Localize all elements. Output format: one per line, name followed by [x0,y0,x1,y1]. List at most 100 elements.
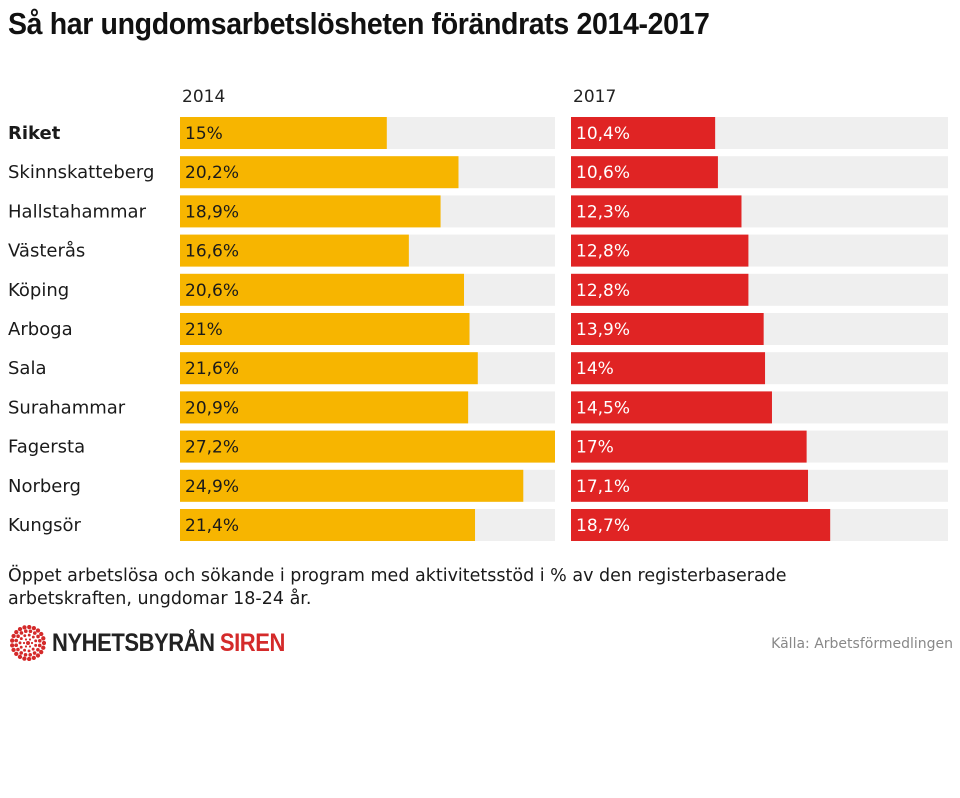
category-label-västerås: Västerås [8,241,85,262]
sunburst-dot [22,656,27,661]
sunburst-dot [22,641,26,645]
sunburst-dot [28,629,33,634]
data-label-2017-skinnskatteberg: 10,6% [576,163,630,183]
sunburst-dot [32,651,37,655]
sunburst-dot [41,636,46,641]
bar-2014-surahammar [180,391,469,424]
bar-2017-fagersta [571,430,807,463]
category-label-norberg: Norberg [8,476,81,497]
sunburst-dot [23,629,28,634]
series-label-2014: 2014 [182,87,226,107]
sunburst-dot [36,647,40,652]
bar-2014-sala [180,352,478,385]
sunburst-dot [34,643,38,647]
sunburst-dot [35,628,41,633]
data-label-2014-sala: 21,6% [185,359,239,379]
bar-2014-skinnskatteberg [180,156,459,189]
bar-2014-västerås [180,234,409,267]
sunburst-dot [17,626,23,632]
sunburst-dot [11,647,16,653]
sunburst-dot [31,647,35,651]
category-label-sala: Sala [8,358,47,379]
sunburst-dot [23,652,28,657]
sunburst-dot [32,631,37,635]
data-label-2014-skinnskatteberg: 20,2% [185,163,239,183]
sunburst-dot [19,631,24,635]
sunburst-dot [16,634,20,639]
data-label-2017-västerås: 12,8% [576,242,630,262]
logo-name-part2: SIREN [219,628,285,657]
sunburst-dot [30,641,34,645]
bar-2017-riket [571,117,716,149]
bar-2014-kungsör [180,509,476,541]
sunburst-dot [34,639,38,643]
sunburst-dot [27,656,32,661]
category-label-köping: Köping [8,280,69,301]
sunburst-dot [31,625,37,631]
sunburst-dot [27,633,31,637]
bar-2014-fagersta [180,430,555,463]
bar-2017-hallstahammar [571,195,742,228]
category-label-kungsör: Kungsör [8,515,82,536]
series-label-2017: 2017 [573,87,617,107]
category-label-surahammar: Surahammar [8,397,126,418]
sunburst-dot [35,653,41,658]
category-label-skinnskatteberg: Skinnskatteberg [8,162,154,183]
sunburst-dot [10,638,15,643]
bar-2017-arboga [571,313,764,345]
bar-2014-riket [180,117,387,149]
sunburst-dot [24,645,28,648]
bar-2017-kungsör [571,509,831,541]
data-label-2017-sala: 14% [576,359,614,379]
data-label-2014-arboga: 21% [185,320,223,340]
bar-2014-norberg [180,469,524,502]
bar-2017-sala [571,352,766,385]
data-label-2014-riket: 15% [185,124,223,144]
data-label-2017-riket: 10,4% [576,124,630,144]
category-label-fagersta: Fagersta [8,437,85,458]
sunburst-dot [41,640,46,646]
bar-chart: Riket 15% 10,4% Skinnskatteberg 20,2% 10,6% Ha… [8,117,948,541]
sunburst-dot [19,651,24,655]
data-label-2017-kungsör: 18,7% [576,516,630,536]
bar-2017-skinnskatteberg [571,156,718,189]
chart-footnote: Öppet arbetslösa och sökande i program m… [8,566,787,609]
sunburst-dot [23,648,27,652]
data-label-2014-kungsör: 21,4% [185,516,239,536]
bar-2017-surahammar [571,391,772,424]
sunburst-dot [27,649,31,653]
sunburst-dot [22,625,27,630]
data-label-2017-köping: 12,8% [576,281,630,301]
sunburst-dot [14,629,19,635]
sunburst-dot [19,645,23,649]
data-label-2014-västerås: 16,6% [185,242,239,262]
data-label-2014-surahammar: 20,9% [185,398,239,418]
sunburst-center [26,641,30,645]
data-label-2017-hallstahammar: 12,3% [576,202,630,222]
sunburst-dot [28,652,33,657]
sunburst-dot [28,645,32,648]
sunburst-dot [36,634,40,639]
data-label-2014-norberg: 24,9% [185,477,239,497]
data-label-2017-fagersta: 17% [576,438,614,458]
bar-2017-köping [571,273,749,306]
data-label-2014-fagersta: 27,2% [185,438,239,458]
data-label-2017-surahammar: 14,5% [576,398,630,418]
sunburst-dot [37,643,42,648]
category-label-riket: Riket [8,123,61,144]
sunburst-dot [11,633,16,639]
sunburst-dot [24,638,28,641]
sunburst-dot [39,649,44,655]
chart-title: Så har ungdomsarbetslösheten förändrats … [8,6,710,41]
sunburst-dot [19,637,23,641]
bar-2014-hallstahammar [180,195,441,228]
category-label-arboga: Arboga [8,319,73,340]
sunburst-dot [14,638,19,643]
sunburst-dot [17,654,23,659]
data-label-2017-norberg: 17,1% [576,477,630,497]
sunburst-dot [31,655,36,661]
data-label-2017-arboga: 13,9% [576,320,630,340]
bar-2014-arboga [180,313,470,345]
sunburst-dot [39,631,44,637]
sunburst-dot [27,625,32,630]
